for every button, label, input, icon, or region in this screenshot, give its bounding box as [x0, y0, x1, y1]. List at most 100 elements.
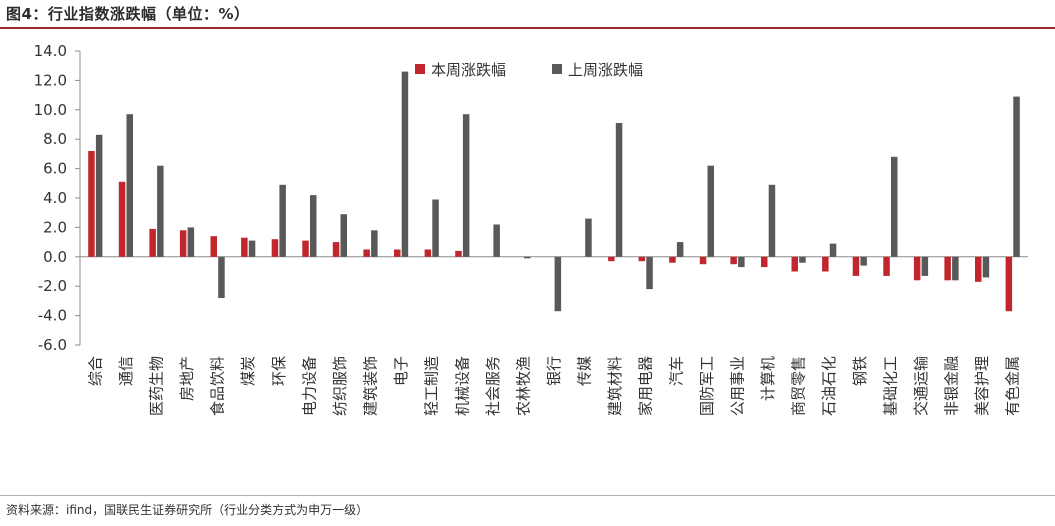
- bar-this-week: [822, 256, 829, 272]
- legend-label: 本周涨跌幅: [431, 61, 506, 79]
- bar-this-week: [730, 256, 737, 265]
- x-category-label: 商贸零售: [790, 356, 808, 416]
- bar-last-week: [829, 243, 837, 257]
- bar-last-week: [921, 256, 929, 276]
- bar-last-week: [95, 134, 103, 257]
- x-category-label: 传媒: [576, 356, 594, 386]
- x-category-label: 美容护理: [973, 356, 991, 416]
- bar-last-week: [187, 227, 195, 257]
- x-category-label: 煤炭: [239, 356, 257, 386]
- bar-last-week: [646, 256, 653, 290]
- x-category-label: 环保: [270, 356, 288, 386]
- bar-this-week: [241, 237, 248, 257]
- bar-last-week: [707, 165, 714, 257]
- bar-last-week: [585, 218, 592, 257]
- x-category-label: 计算机: [759, 356, 777, 401]
- bar-this-week: [852, 256, 860, 276]
- bar-last-week: [676, 242, 684, 257]
- y-tick-label: 6.0: [43, 160, 67, 178]
- x-category-label: 机械设备: [453, 356, 471, 416]
- bar-last-week: [554, 256, 562, 312]
- bar-this-week: [455, 250, 462, 257]
- bar-this-week: [394, 249, 401, 257]
- x-category-label: 建筑装饰: [362, 356, 380, 416]
- bar-this-week: [424, 249, 432, 257]
- bar-this-week: [975, 256, 982, 282]
- bar-last-week: [157, 165, 164, 257]
- bar-last-week: [799, 256, 806, 263]
- x-category-label: 钢铁: [851, 356, 869, 386]
- bar-this-week: [88, 151, 95, 257]
- x-category-label: 国防军工: [698, 356, 716, 416]
- y-axis: 14.0 12.0 10.0 8.0 6.0 4.0 2.0 0.0 -2.0 -4.0 -6.0: [34, 42, 1028, 354]
- y-tick-label: -2.0: [38, 277, 67, 295]
- bar-last-week: [1013, 96, 1020, 257]
- bar-chart: 14.012.010.08.06.04.02.00.0-2.0-4.0-6.0 …: [34, 42, 1028, 416]
- bar-last-week: [738, 256, 745, 268]
- x-category-label: 房地产: [178, 356, 196, 401]
- y-tick-label: 2.0: [43, 218, 67, 236]
- bar-last-week: [126, 114, 133, 257]
- legend: 本周涨跌幅 上周涨跌幅: [415, 61, 643, 79]
- x-category-label: 纺织服饰: [331, 356, 349, 416]
- bar-this-week: [271, 239, 279, 257]
- bar-this-week: [179, 230, 187, 257]
- bar-this-week: [332, 242, 340, 257]
- bar-last-week: [248, 240, 256, 257]
- y-tick-label: 4.0: [43, 189, 67, 207]
- y-tick-label: -6.0: [38, 336, 67, 354]
- bar-this-week: [1005, 256, 1013, 312]
- bar-last-week: [371, 230, 378, 257]
- bar-this-week: [638, 256, 646, 262]
- x-category-label: 银行: [545, 356, 563, 386]
- legend-swatch: [415, 64, 425, 74]
- bar-this-week: [699, 256, 707, 265]
- source-note: 资料来源：ifind，国联民生证券研究所（行业分类方式为申万一级）: [6, 503, 369, 517]
- bar-this-week: [118, 181, 126, 257]
- x-category-label: 汽车: [667, 356, 685, 386]
- title-divider: [0, 27, 1055, 29]
- y-tick-label: 10.0: [34, 101, 67, 119]
- bar-last-week: [768, 184, 776, 257]
- legend-swatch: [552, 64, 562, 74]
- x-category-label: 农林牧渔: [514, 356, 532, 416]
- y-tick-label: 0.0: [43, 248, 67, 266]
- bar-this-week: [761, 256, 768, 268]
- y-tick-label: 8.0: [43, 130, 67, 148]
- x-category-label: 有色金属: [1004, 356, 1022, 416]
- bar-this-week: [302, 240, 309, 257]
- x-category-label: 交通运输: [912, 356, 930, 416]
- x-category-label: 综合: [86, 356, 104, 386]
- bar-last-week: [279, 184, 286, 257]
- bar-last-week: [524, 256, 531, 259]
- source-divider: [0, 495, 1055, 496]
- x-axis: 综合 通信 医药生物 房地产 食品饮料 煤炭 环保 电力设备 纺织服饰 建筑装饰 电子 轻工制造 机械设…: [86, 356, 1021, 416]
- legend-label: 上周涨跌幅: [568, 61, 643, 79]
- bar-last-week: [615, 123, 623, 257]
- bar-this-week: [913, 256, 921, 281]
- bar-last-week: [952, 256, 959, 281]
- x-category-label: 石油石化: [820, 356, 838, 416]
- x-category-label: 食品饮料: [209, 356, 227, 416]
- x-category-label: 电子: [392, 356, 410, 386]
- bar-this-week: [210, 236, 217, 257]
- bar-last-week: [493, 224, 500, 257]
- y-tick-label: -4.0: [38, 307, 67, 325]
- x-category-label: 建筑材料: [606, 356, 624, 416]
- bar-last-week: [462, 114, 470, 257]
- bar-last-week: [860, 256, 867, 266]
- bar-last-week: [982, 256, 990, 278]
- bar-this-week: [669, 256, 676, 263]
- y-tick-label: 14.0: [34, 42, 67, 60]
- x-category-label: 医药生物: [148, 356, 166, 416]
- x-category-label: 轻工制造: [423, 356, 441, 416]
- bars: [88, 71, 1020, 312]
- x-category-label: 基础化工: [881, 356, 899, 416]
- bar-last-week: [401, 71, 409, 257]
- bar-this-week: [363, 249, 370, 257]
- bar-this-week: [791, 256, 798, 272]
- x-category-label: 非银金融: [943, 356, 961, 416]
- x-category-label: 通信: [117, 356, 135, 386]
- bar-last-week: [340, 214, 347, 257]
- bar-this-week: [883, 256, 890, 276]
